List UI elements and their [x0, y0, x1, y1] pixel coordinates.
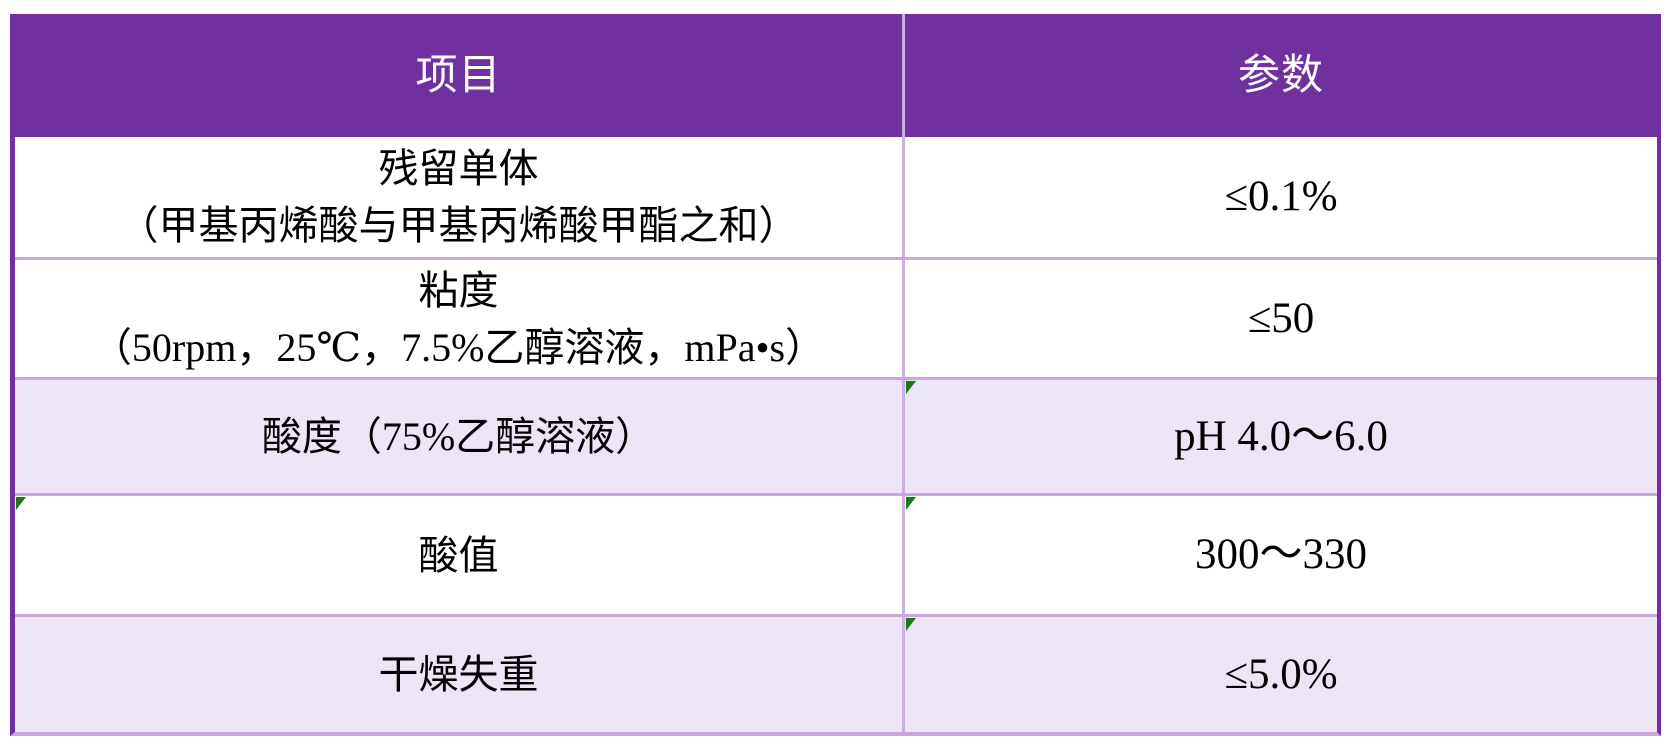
value-text: pH 4.0～6.0 [1174, 412, 1388, 460]
item-cell: 粘度 （50rpm，25℃，7.5%乙醇溶液，mPa•s） [15, 260, 905, 377]
column-header-param: 参数 [905, 14, 1657, 137]
item-name: 干燥失重 [378, 652, 539, 697]
column-header-item: 项目 [15, 14, 905, 137]
value-text: 300～330 [1195, 531, 1367, 578]
value-cell: pH 4.0～6.0 [905, 380, 1657, 493]
cell-flag-icon [16, 497, 26, 510]
item-name: 酸度（75%乙醇溶液） [261, 414, 656, 459]
value-text: ≤0.1% [1224, 173, 1338, 220]
value-cell: ≤0.1% [905, 137, 1657, 257]
item-cell: 干燥失重 [15, 617, 905, 732]
column-header-param-label: 参数 [1237, 52, 1324, 99]
item-name: 酸值 [418, 532, 499, 578]
item-name: 残留单体 [378, 146, 539, 191]
spec-table: 项目 参数 残留单体 （甲基丙烯酸与甲基丙烯酸甲酯之和） ≤0.1% 粘度 （5… [10, 14, 1661, 736]
value-cell: 300～330 [905, 496, 1657, 614]
table-row-acidity: 酸度（75%乙醇溶液） pH 4.0～6.0 [15, 377, 1657, 493]
table-row-acid-value: 酸值 300～330 [15, 493, 1657, 614]
value-text: ≤5.0% [1224, 650, 1338, 698]
item-cell: 酸值 [15, 496, 905, 614]
cell-flag-icon [906, 618, 916, 631]
value-cell: ≤50 [905, 260, 1657, 377]
cell-flag-icon [906, 381, 916, 394]
cell-flag-icon [906, 497, 916, 510]
column-header-item-label: 项目 [415, 52, 502, 99]
table-row-loss-on-drying: 干燥失重 ≤5.0% [15, 614, 1657, 732]
item-note: （甲基丙烯酸与甲基丙烯酸甲酯之和） [118, 203, 799, 248]
table-row-residual-monomer: 残留单体 （甲基丙烯酸与甲基丙烯酸甲酯之和） ≤0.1% [15, 137, 1657, 257]
item-name: 粘度 [418, 267, 499, 313]
table-header-row: 项目 参数 [15, 14, 1657, 137]
value-cell: ≤5.0% [905, 617, 1657, 732]
value-text: ≤50 [1247, 294, 1315, 342]
table-row-viscosity: 粘度 （50rpm，25℃，7.5%乙醇溶液，mPa•s） ≤50 [15, 257, 1657, 377]
item-cell: 残留单体 （甲基丙烯酸与甲基丙烯酸甲酯之和） [15, 137, 905, 257]
item-cell: 酸度（75%乙醇溶液） [15, 380, 905, 493]
item-note: （50rpm，25℃，7.5%乙醇溶液，mPa•s） [91, 324, 826, 370]
